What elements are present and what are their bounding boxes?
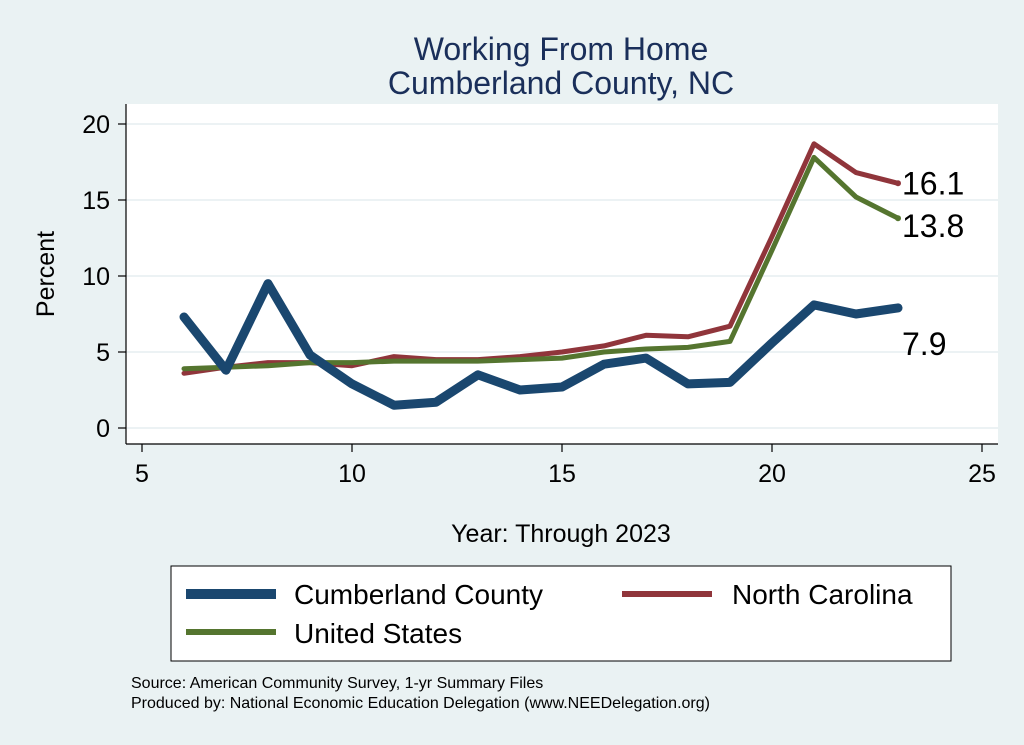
series-end-marker-north-carolina: [895, 180, 901, 187]
x-tick-label: 5: [135, 460, 149, 488]
producer-line: Produced by: National Economic Education…: [131, 695, 710, 712]
legend: Cumberland County North Carolina United …: [170, 565, 952, 662]
y-tick-label: 0: [96, 415, 110, 443]
series-end-marker-united-states: [895, 215, 901, 222]
y-tick-label: 15: [82, 187, 110, 215]
chart-title: Working From Home: [414, 31, 709, 67]
legend-label-cumberland: Cumberland County: [294, 579, 543, 610]
plot-area: [126, 104, 998, 444]
y-axis-title: Percent: [32, 231, 60, 317]
x-tick-label: 20: [758, 460, 786, 488]
y-tick-label: 5: [96, 339, 110, 367]
series-lines: [179, 141, 903, 410]
x-axis-title: Year: Through 2023: [451, 520, 671, 548]
end-label-united-states: 13.8: [902, 208, 964, 244]
source-line: Source: American Community Survey, 1-yr …: [131, 675, 543, 692]
x-axis: 5 10 15 20 25: [135, 444, 996, 488]
y-axis: 0 5 10 15 20: [82, 111, 126, 443]
series-line-united-states: [181, 154, 901, 372]
chart-subtitle: Cumberland County, NC: [388, 65, 734, 101]
x-tick-label: 15: [548, 460, 576, 488]
end-label-north-carolina: 16.1: [902, 165, 964, 201]
series-line-cumberland-county: [179, 279, 903, 410]
x-tick-label: 25: [968, 460, 996, 488]
y-tick-label: 10: [82, 263, 110, 291]
end-labels: 7.9 16.1 13.8: [902, 165, 964, 362]
x-tick-label: 10: [338, 460, 366, 488]
end-label-cumberland-county: 7.9: [902, 326, 946, 362]
series-end-marker-cumberland-county: [895, 304, 901, 311]
legend-label-united-states: United States: [294, 618, 462, 649]
grid: [126, 123, 998, 429]
legend-label-north-carolina: North Carolina: [732, 579, 913, 610]
legend-box: [170, 565, 952, 662]
y-tick-label: 20: [82, 111, 110, 139]
